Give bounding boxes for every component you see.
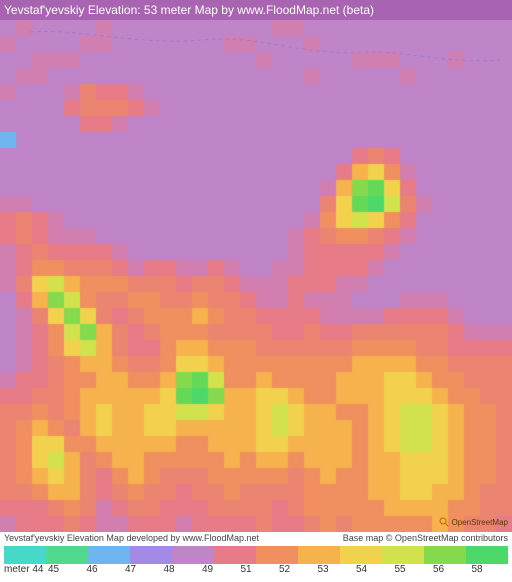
legend-label: 47: [123, 564, 162, 578]
legend-swatch: [298, 546, 340, 564]
legend-label: 53: [316, 564, 355, 578]
magnifier-icon: [438, 516, 450, 528]
legend-label: 51: [239, 564, 278, 578]
legend-label: 54: [354, 564, 393, 578]
legend-swatch: [424, 546, 466, 564]
legend-swatch: [46, 546, 88, 564]
legend-label: 52: [277, 564, 316, 578]
legend-swatch: [130, 546, 172, 564]
legend-swatch: [382, 546, 424, 564]
legend-label: 48: [162, 564, 201, 578]
legend-label: 56: [431, 564, 470, 578]
legend-labels: meter 44 454647484951525354555658: [4, 564, 508, 578]
osm-badge[interactable]: OpenStreetMap: [438, 516, 508, 528]
legend-swatch: [466, 546, 508, 564]
legend-swatch: [4, 546, 46, 564]
legend-label: 49: [200, 564, 239, 578]
elevation-heatmap: [0, 20, 512, 532]
legend: meter 44 454647484951525354555658: [0, 544, 512, 582]
legend-swatch: [340, 546, 382, 564]
legend-label: 45: [46, 564, 85, 578]
map-container: Yevstaf'yevskiy Elevation: 53 meter Map …: [0, 0, 512, 582]
page-title: Yevstaf'yevskiy Elevation: 53 meter Map …: [4, 3, 374, 17]
legend-label: 58: [470, 564, 509, 578]
legend-swatch: [256, 546, 298, 564]
title-bar: Yevstaf'yevskiy Elevation: 53 meter Map …: [0, 0, 512, 20]
legend-label: 46: [85, 564, 124, 578]
legend-label: 55: [393, 564, 432, 578]
footer-right: Base map © OpenStreetMap contributors: [343, 532, 508, 544]
footer-row: Yevstaf'yevskiy Elevation Map developed …: [0, 532, 512, 544]
legend-swatch: [88, 546, 130, 564]
legend-swatches: [4, 546, 508, 564]
legend-swatch: [172, 546, 214, 564]
legend-swatch: [214, 546, 256, 564]
legend-unit: meter 44: [4, 564, 46, 578]
map-area[interactable]: OpenStreetMap: [0, 20, 512, 532]
osm-badge-text: OpenStreetMap: [452, 518, 508, 527]
footer-left: Yevstaf'yevskiy Elevation Map developed …: [4, 532, 259, 544]
